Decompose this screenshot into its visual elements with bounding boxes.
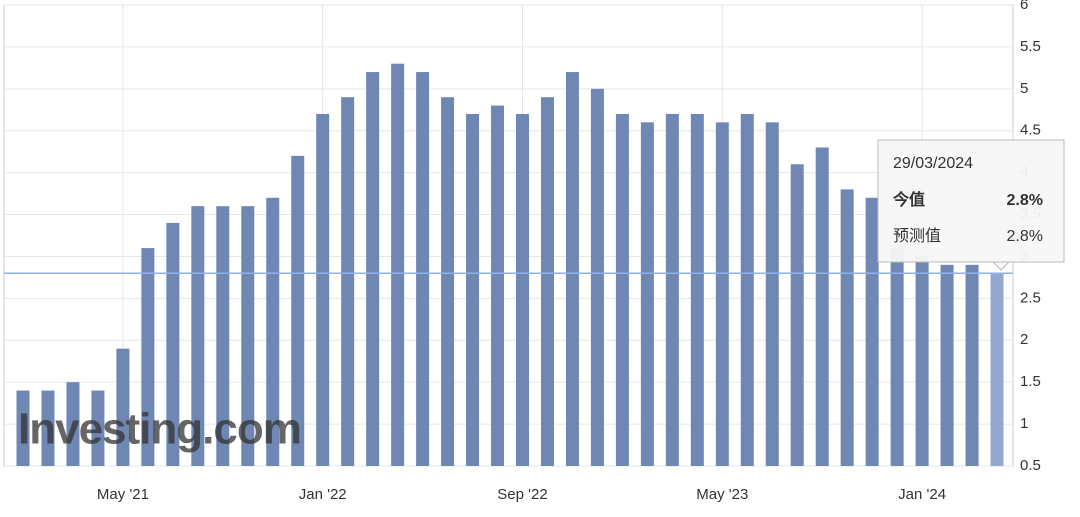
y-tick-label: 0.5 — [1020, 457, 1041, 474]
tooltip: 29/03/2024 今值 2.8% 预测值 2.8% — [877, 139, 1065, 271]
bar — [665, 113, 679, 467]
tooltip-box — [877, 139, 1065, 263]
bar — [166, 222, 180, 466]
bar — [66, 382, 80, 466]
tooltip-date: 29/03/2024 — [893, 155, 973, 172]
bar — [191, 206, 205, 466]
bar — [91, 390, 105, 466]
y-tick-label: 1 — [1020, 415, 1028, 432]
watermark: Investing.com — [18, 405, 301, 454]
bar — [391, 63, 405, 466]
bar — [366, 72, 380, 467]
bar — [690, 113, 704, 467]
y-tick-label: 2.5 — [1020, 289, 1041, 306]
bar — [965, 264, 979, 466]
x-tick-label: Jan '24 — [898, 486, 946, 503]
bar — [266, 197, 280, 467]
bar — [291, 155, 305, 466]
bar — [765, 122, 779, 466]
bar — [141, 248, 155, 466]
bar — [790, 164, 804, 466]
bar — [990, 273, 1004, 466]
bar — [540, 97, 554, 466]
bar — [316, 113, 330, 467]
bar — [116, 348, 130, 466]
bar — [216, 206, 230, 466]
y-tick-label: 1.5 — [1020, 373, 1041, 390]
x-tick-label: Sep '22 — [497, 486, 547, 503]
bar — [16, 390, 30, 466]
x-tick-label: Jan '22 — [299, 486, 347, 503]
tooltip-pointer — [991, 261, 1011, 271]
y-tick-label: 6 — [1020, 0, 1028, 13]
x-tick-label: May '21 — [97, 486, 149, 503]
bar — [516, 113, 529, 467]
y-tick-label: 2 — [1020, 331, 1028, 348]
y-tick-label: 5.5 — [1020, 38, 1041, 55]
bar — [466, 113, 480, 467]
bar — [441, 97, 455, 466]
plot-area — [3, 4, 1014, 467]
tooltip-value: 2.8% — [1007, 228, 1043, 245]
bar — [740, 113, 754, 467]
bar — [890, 248, 904, 466]
bar — [940, 264, 954, 466]
bar — [915, 256, 929, 466]
bar — [41, 390, 55, 466]
bar — [815, 147, 829, 466]
bar — [416, 72, 430, 467]
y-tick-label: 4.5 — [1020, 122, 1041, 139]
y-tick-label: 5 — [1020, 80, 1028, 97]
bar — [840, 189, 854, 466]
tooltip-label: 今值 — [892, 190, 925, 209]
tooltip-label: 预测值 — [893, 227, 941, 245]
bar — [640, 122, 654, 466]
x-tick-label: May '23 — [696, 486, 748, 503]
tooltip-value: 2.8% — [1007, 192, 1043, 209]
bar — [341, 97, 355, 466]
bar — [865, 197, 879, 467]
bar — [715, 122, 729, 466]
bar — [491, 105, 505, 466]
bar — [241, 206, 255, 466]
bar — [615, 113, 629, 467]
bar — [590, 88, 604, 467]
bar — [565, 72, 579, 467]
